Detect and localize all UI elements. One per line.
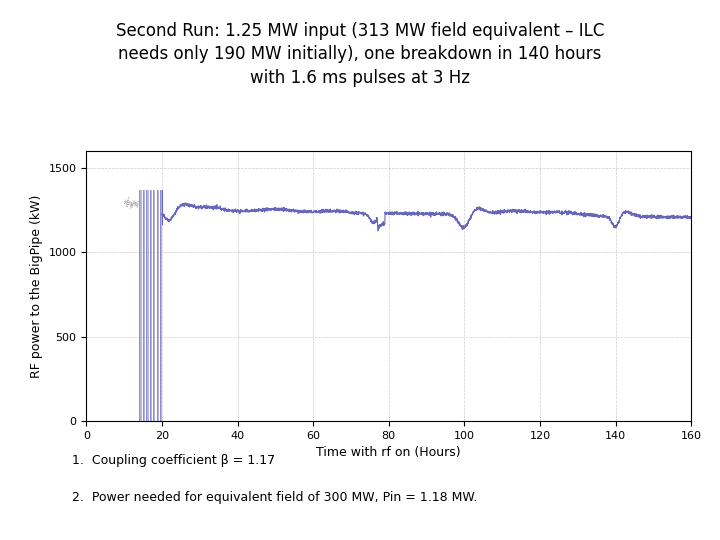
Y-axis label: RF power to the BigPipe (kW): RF power to the BigPipe (kW) — [30, 194, 43, 378]
Text: 2.  Power needed for equivalent field of 300 MW, Pin = 1.18 MW.: 2. Power needed for equivalent field of … — [72, 491, 477, 504]
Text: 1.  Coupling coefficient β = 1.17: 1. Coupling coefficient β = 1.17 — [72, 454, 275, 467]
X-axis label: Time with rf on (Hours): Time with rf on (Hours) — [317, 447, 461, 460]
Text: Second Run: 1.25 MW input (313 MW field equivalent – ILC
needs only 190 MW initi: Second Run: 1.25 MW input (313 MW field … — [116, 22, 604, 87]
